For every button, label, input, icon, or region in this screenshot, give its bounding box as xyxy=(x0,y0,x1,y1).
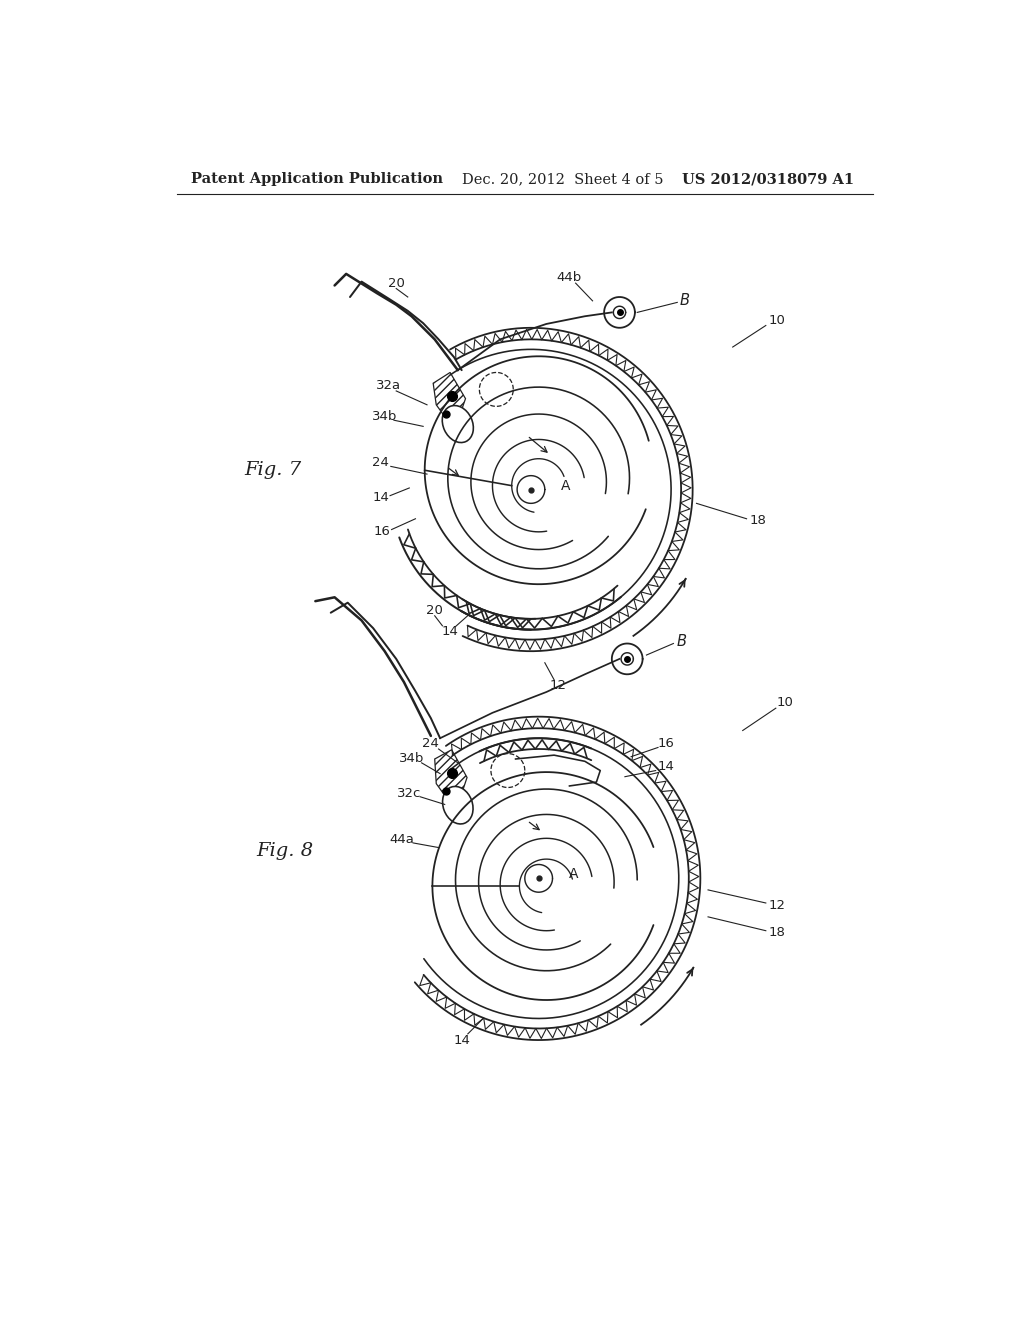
Text: 14: 14 xyxy=(441,626,459,639)
Text: B: B xyxy=(680,293,690,309)
Text: 14: 14 xyxy=(657,760,674,774)
Text: 12: 12 xyxy=(550,680,566,693)
Text: 10: 10 xyxy=(769,314,785,326)
Text: 24: 24 xyxy=(373,455,389,469)
Text: 20: 20 xyxy=(426,603,443,616)
Text: 24: 24 xyxy=(423,737,439,750)
Text: 44a: 44a xyxy=(389,833,414,846)
Text: 34b: 34b xyxy=(372,409,397,422)
Text: 14: 14 xyxy=(454,1034,470,1047)
Text: 10: 10 xyxy=(776,696,794,709)
Text: 14: 14 xyxy=(373,491,389,504)
Text: A: A xyxy=(568,867,579,882)
Text: Fig. 7: Fig. 7 xyxy=(245,461,302,479)
Text: 44b: 44b xyxy=(557,271,582,284)
Text: 16: 16 xyxy=(657,737,674,750)
Text: 20: 20 xyxy=(388,277,404,289)
Text: 16: 16 xyxy=(374,525,391,539)
Text: Dec. 20, 2012  Sheet 4 of 5: Dec. 20, 2012 Sheet 4 of 5 xyxy=(462,172,664,186)
Ellipse shape xyxy=(442,405,473,442)
Text: B: B xyxy=(676,634,686,648)
Text: 32a: 32a xyxy=(376,379,401,392)
Text: 12: 12 xyxy=(769,899,785,912)
Polygon shape xyxy=(435,750,467,797)
Text: Patent Application Publication: Patent Application Publication xyxy=(190,172,442,186)
Text: 18: 18 xyxy=(750,513,767,527)
Text: A: A xyxy=(561,479,570,492)
Text: Fig. 8: Fig. 8 xyxy=(256,842,313,861)
Text: 32c: 32c xyxy=(397,787,422,800)
Text: 34b: 34b xyxy=(399,752,424,766)
Ellipse shape xyxy=(442,787,473,824)
Text: 18: 18 xyxy=(769,925,785,939)
Polygon shape xyxy=(433,372,466,418)
Text: US 2012/0318079 A1: US 2012/0318079 A1 xyxy=(682,172,854,186)
